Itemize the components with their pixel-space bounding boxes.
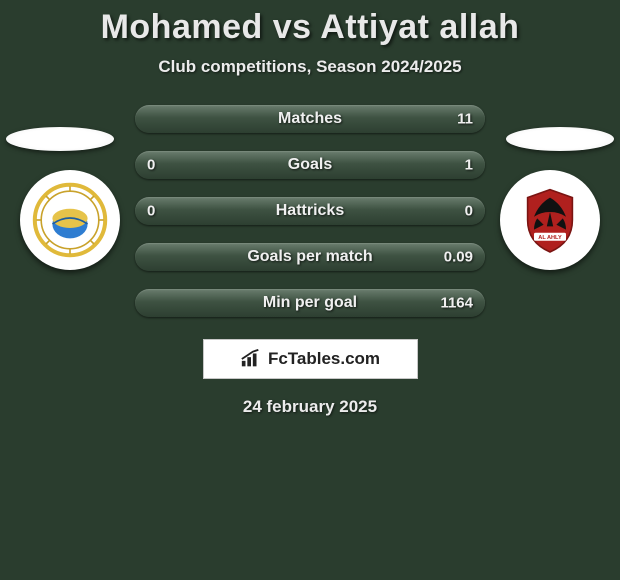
chart-icon [240,349,262,369]
page-title: Mohamed vs Attiyat allah [0,8,620,47]
stat-right-value: 1 [465,157,473,174]
stat-label: Hattricks [276,202,344,220]
ismaily-crest-icon [30,180,110,260]
club-crest-left [20,170,120,270]
stat-right-value: 1164 [440,295,473,312]
club-crest-right: AL AHLY [500,170,600,270]
stat-row: Goals per match 0.09 [135,243,485,271]
stat-row: 0 Hattricks 0 [135,197,485,225]
date-label: 24 february 2025 [0,397,620,417]
stat-row: Min per goal 1164 [135,289,485,317]
stats-list: Matches 11 0 Goals 1 0 Hattricks 0 Goals… [135,105,485,317]
stat-label: Goals [288,156,332,174]
stat-label: Goals per match [247,248,372,266]
page-subtitle: Club competitions, Season 2024/2025 [0,57,620,77]
stat-label: Matches [278,110,342,128]
stat-row: Matches 11 [135,105,485,133]
stat-right-value: 0.09 [444,249,473,266]
stat-right-value: 0 [465,203,473,220]
brand-link[interactable]: FcTables.com [203,339,418,379]
alahly-crest-icon: AL AHLY [510,180,590,260]
crest-banner-text: AL AHLY [538,235,562,241]
player-plate-right [506,127,614,151]
stat-row: 0 Goals 1 [135,151,485,179]
stat-left-value: 0 [147,203,155,220]
stat-left-value: 0 [147,157,155,174]
brand-text: FcTables.com [268,349,380,369]
player-plate-left [6,127,114,151]
stat-right-value: 11 [457,111,473,128]
stat-label: Min per goal [263,294,357,312]
